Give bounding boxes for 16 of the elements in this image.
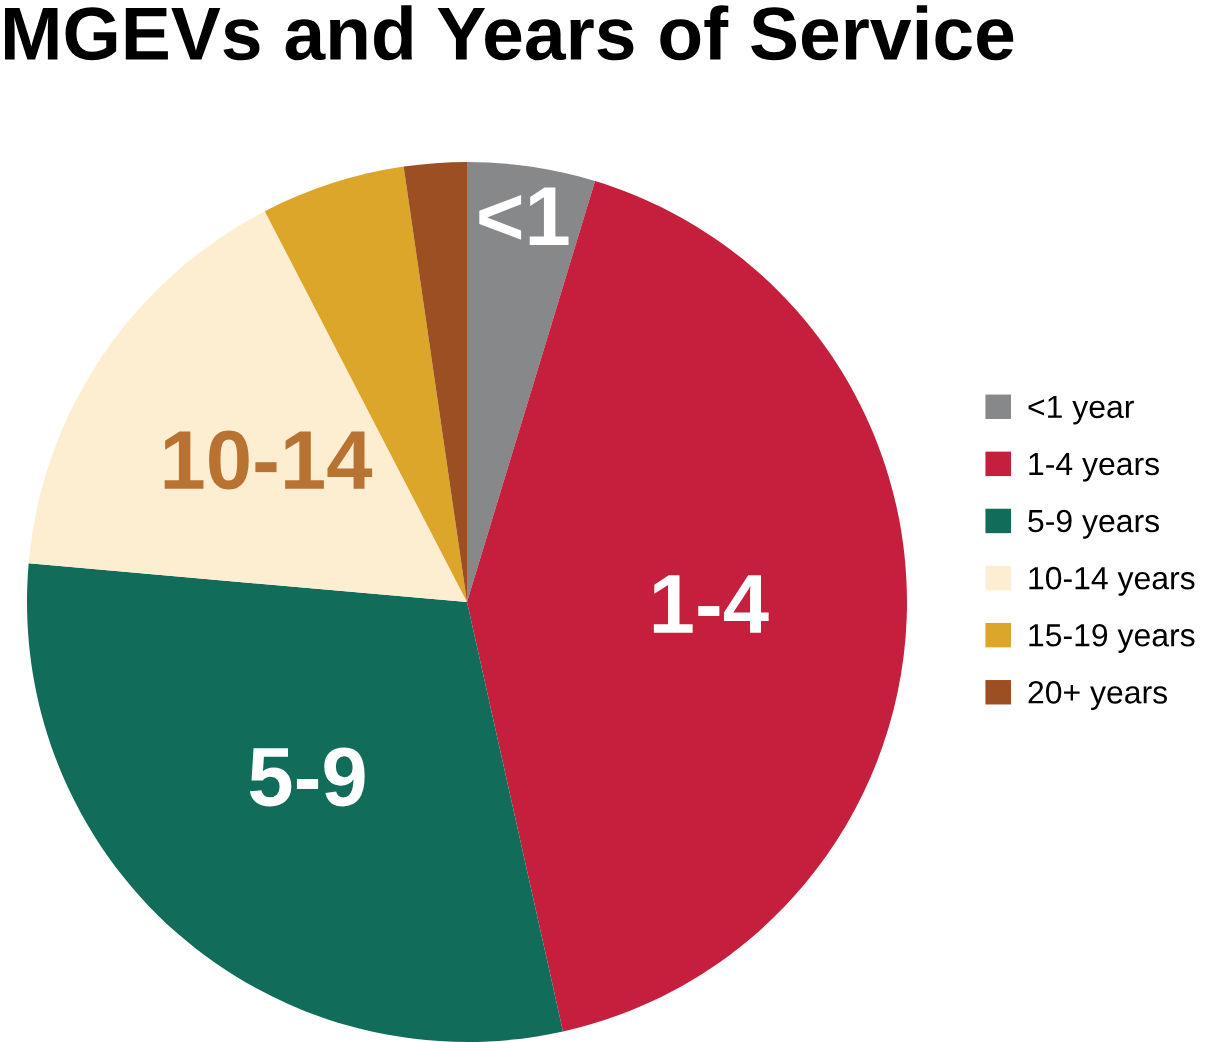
text: 5-9 — [249, 747, 365, 807]
chart-title: MGEVs and Years of Service — [5, 5, 1014, 61]
pie-slice — [467, 181, 907, 1032]
text: 1-4 — [653, 575, 769, 633]
legend-label: 10-14 years — [1029, 566, 1195, 596]
legend-label: 15-19 years — [1029, 623, 1195, 653]
pie-slice — [27, 563, 563, 1042]
pie-slice — [403, 162, 467, 602]
legend-label: <1 year — [1028, 395, 1134, 425]
legend-label: 20+ years — [1028, 681, 1167, 710]
legend-label: 5-9 years — [1028, 509, 1159, 539]
pie-slice — [28, 211, 467, 602]
text: <1 — [479, 187, 569, 245]
pie-slice — [467, 162, 596, 602]
text: 10-14 — [164, 430, 373, 490]
legend-label: 1-4 years — [1029, 452, 1159, 482]
